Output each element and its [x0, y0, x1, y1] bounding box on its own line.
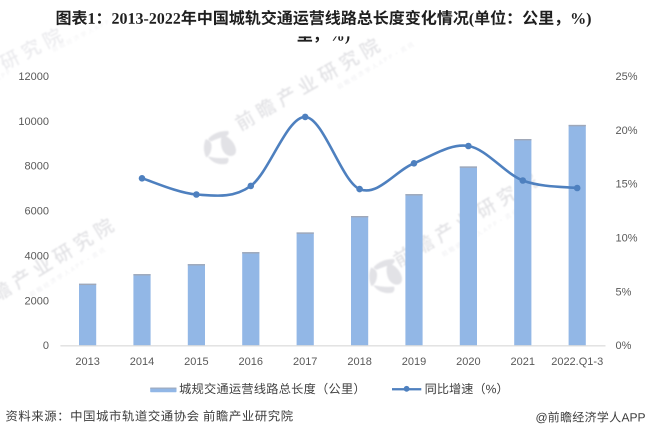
svg-text:10000: 10000 — [18, 116, 49, 128]
svg-text:10%: 10% — [616, 233, 638, 245]
svg-text:2017: 2017 — [293, 356, 317, 368]
svg-text:2016: 2016 — [239, 356, 263, 368]
svg-text:2014: 2014 — [130, 356, 154, 368]
svg-text:5%: 5% — [616, 286, 632, 298]
svg-text:2022.Q1-3: 2022.Q1-3 — [551, 356, 603, 368]
svg-text:2000: 2000 — [25, 295, 49, 307]
svg-text:0: 0 — [43, 340, 49, 352]
svg-text:2013: 2013 — [75, 356, 99, 368]
svg-text:2019: 2019 — [402, 356, 426, 368]
svg-text:2018: 2018 — [347, 356, 371, 368]
svg-text:15%: 15% — [616, 179, 638, 191]
svg-text:6000: 6000 — [25, 206, 49, 218]
svg-text:0%: 0% — [616, 340, 632, 352]
svg-text:20%: 20% — [616, 125, 638, 137]
svg-text:2020: 2020 — [456, 356, 480, 368]
svg-text:12000: 12000 — [18, 71, 49, 83]
svg-text:25%: 25% — [616, 71, 638, 83]
svg-text:4000: 4000 — [25, 250, 49, 262]
svg-text:2021: 2021 — [511, 356, 535, 368]
svg-text:8000: 8000 — [25, 161, 49, 173]
svg-text:2015: 2015 — [184, 356, 208, 368]
